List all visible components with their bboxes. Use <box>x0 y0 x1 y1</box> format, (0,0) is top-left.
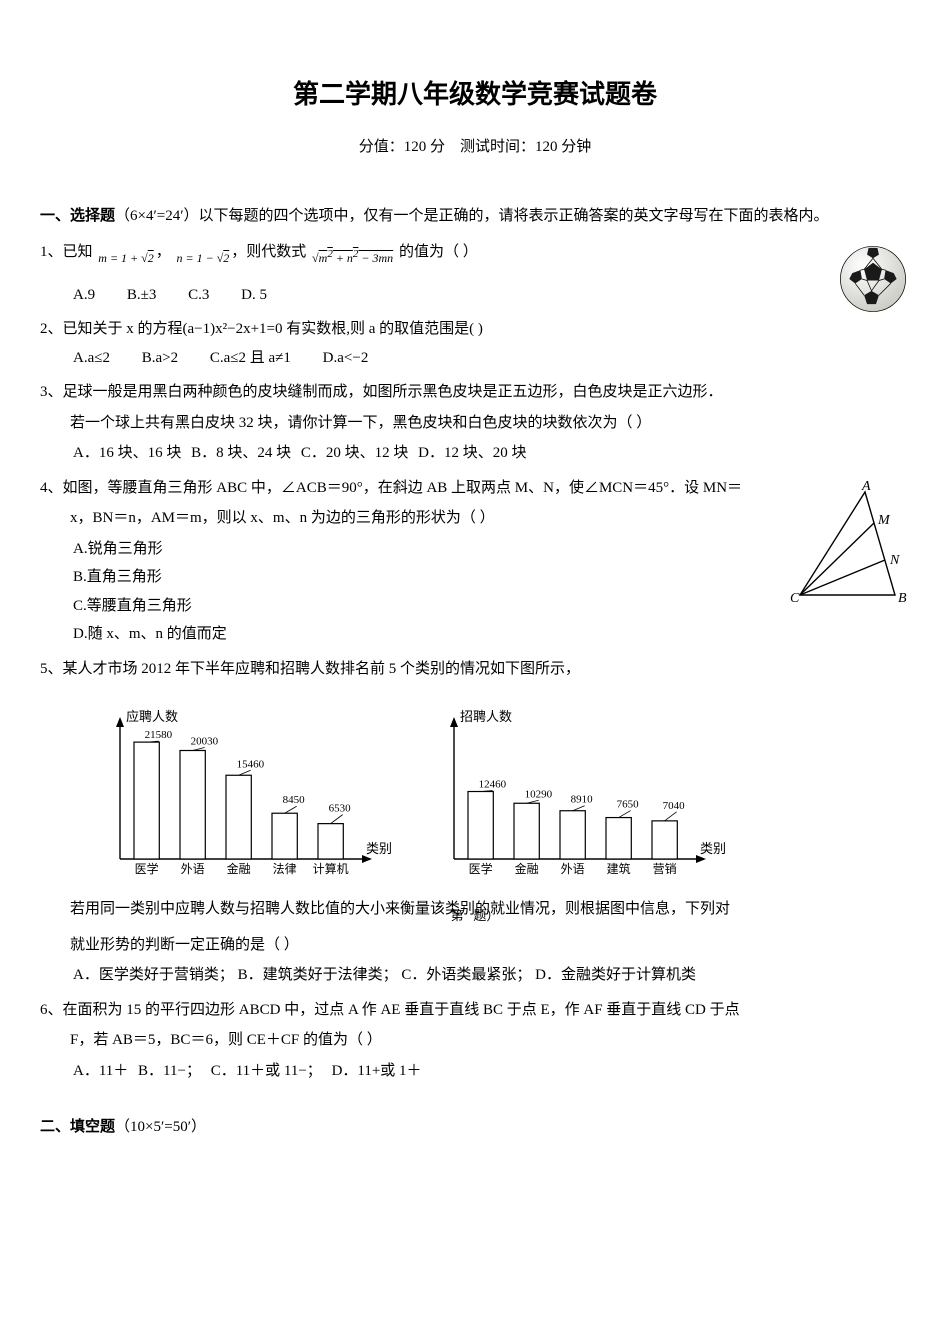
score-text: 分值：120 分 <box>359 139 445 155</box>
q1-number: 1、 <box>40 244 63 260</box>
svg-text:计算机: 计算机 <box>313 861 349 876</box>
q5-opt-d: D．金融类好于计算机类 <box>535 967 696 983</box>
svg-text:招聘人数: 招聘人数 <box>460 709 512 724</box>
q5-number: 5、 <box>40 661 63 677</box>
q2-number: 2、 <box>40 321 63 337</box>
svg-text:应聘人数: 应聘人数 <box>126 709 178 724</box>
q3-options: A．16 块、16 块 B．8 块、24 块 C．20 块、12 块 D．12 … <box>40 439 910 468</box>
q6-opt-c: C．11＋或 11−； <box>211 1057 322 1086</box>
q4-l2: x，BN＝n，AM＝m，则以 x、m、n 为边的三角形的形状为（ ） <box>40 504 910 533</box>
page-foot-a: 第 <box>451 908 464 923</box>
q1-n-expr: n = 1 − √2 <box>175 251 232 265</box>
section-1-note: （6×4′=24′）以下每题的四个选项中，仅有一个是正确的，请将表示正确答案的英… <box>115 208 829 224</box>
svg-text:12460: 12460 <box>478 779 506 791</box>
q5-l2-text: 若用同一类别中应聘人数与招聘人数比值的大小来衡量该类别的就业情况，则根据图中信息… <box>70 901 730 917</box>
svg-text:6530: 6530 <box>329 803 352 815</box>
q4-number: 4、 <box>40 480 63 496</box>
q4-opt-b: B.直角三角形 <box>73 563 475 592</box>
q3-opt-d: D．12 块、20 块 <box>418 439 526 468</box>
q2-options: A.a≤2 B.a>2 C.a≤2 且 a≠1 D.a<−2 <box>40 344 910 373</box>
question-1: 1、已知 m = 1 + √2， n = 1 − √2，则代数式 √m2 + n… <box>40 238 910 309</box>
q1-options: A.9 B.±3 C.3 D. 5 <box>40 281 910 310</box>
chart-applicants: 应聘人数类别 21580 医学 20030 外语 15460 金融 8450 法律 6530 计算机 <box>70 699 400 889</box>
charts-row: 应聘人数类别 21580 医学 20030 外语 15460 金融 8450 法律 6530 计算机… <box>70 699 910 889</box>
q2-opt-a: A.a≤2 <box>73 344 110 373</box>
svg-text:8910: 8910 <box>570 794 593 806</box>
section-1-title: 一、选择题 <box>40 207 115 224</box>
svg-text:7040: 7040 <box>662 800 685 812</box>
q4-opt-c: C.等腰直角三角形 <box>73 592 475 621</box>
svg-text:7650: 7650 <box>616 799 639 811</box>
q4-opt-a: A.锐角三角形 <box>73 535 475 564</box>
svg-text:法律: 法律 <box>273 862 297 876</box>
question-2: 2、已知关于 x 的方程(a−1)x²−2x+1=0 有实数根,则 a 的取值范… <box>40 315 910 372</box>
q1-pre: 已知 <box>63 244 93 260</box>
svg-text:医学: 医学 <box>468 861 492 876</box>
q1-opt-c: C.3 <box>188 281 209 310</box>
q2-stem: 已知关于 x 的方程(a−1)x²−2x+1=0 有实数根,则 a 的取值范围是… <box>63 321 483 337</box>
svg-text:金融: 金融 <box>514 861 538 876</box>
q5-options: A．医学类好于营销类； B．建筑类好于法律类； C．外语类最紧张； D．金融类好… <box>40 961 910 990</box>
svg-text:8450: 8450 <box>283 795 306 807</box>
q1-tail: 的值为（ ） <box>399 244 478 260</box>
q6-l2: F，若 AB＝5，BC＝6，则 CE＋CF 的值为（ ） <box>40 1026 910 1055</box>
q5-opt-c: C．外语类最紧张； <box>401 967 531 983</box>
q1-opt-b: B.±3 <box>127 281 157 310</box>
question-5-cont: 若用同一类别中应聘人数与招聘人数比值的大小来衡量该类别的就业情况，则根据图中信息… <box>40 895 910 989</box>
question-3: 3、足球一般是用黑白两种颜色的皮块缝制而成，如图所示黑色皮块是正五边形，白色皮块… <box>40 378 910 468</box>
q4-opt-d: D.随 x、m、n 的值而定 <box>73 620 475 649</box>
q1-opt-d: D. 5 <box>241 281 267 310</box>
q5-opt-a: A．医学类好于营销类； <box>73 967 234 983</box>
section-1-heading: 一、选择题（6×4′=24′）以下每题的四个选项中，仅有一个是正确的，请将表示正… <box>40 202 910 231</box>
q2-opt-d: D.a<−2 <box>323 344 369 373</box>
svg-text:15460: 15460 <box>237 759 265 771</box>
q1-sep1: ， <box>156 244 171 260</box>
q1-m-expr: m = 1 + √2 <box>96 251 155 265</box>
svg-text:外语: 外语 <box>560 862 584 876</box>
chart-recruiters: 招聘人数类别 12460 医学 10290 金融 8910 外语 7650 建筑 7040 营销 <box>404 699 734 889</box>
page-foot-b: 题） <box>473 908 499 923</box>
svg-text:金融: 金融 <box>227 861 251 876</box>
q4-l1: 如图，等腰直角三角形 ABC 中，∠ACB＝90°，在斜边 AB 上取两点 M、… <box>63 480 743 496</box>
section-2-note: （10×5′=50′） <box>115 1119 206 1135</box>
q5-opt-b: B．建筑类好于法律类； <box>238 967 398 983</box>
svg-text:20030: 20030 <box>191 736 219 748</box>
q1-root-expr: √m2 + n2 − 3mn <box>310 251 395 265</box>
q3-opt-c: C．20 块、12 块 <box>301 439 409 468</box>
svg-text:10290: 10290 <box>524 789 552 801</box>
q2-opt-b: B.a>2 <box>142 344 178 373</box>
q5-l3: 就业形势的判断一定正确的是（ ） <box>40 931 910 960</box>
q6-number: 6、 <box>40 1002 63 1018</box>
question-4: 4、如图，等腰直角三角形 ABC 中，∠ACB＝90°，在斜边 AB 上取两点 … <box>40 474 910 649</box>
q6-opt-a: A．11＋ <box>73 1057 128 1086</box>
q3-l2: 若一个球上共有黑白皮块 32 块，请你计算一下，黑色皮块和白色皮块的块数依次为（… <box>40 409 910 438</box>
section-2-title: 二、填空题 <box>40 1118 115 1135</box>
section-2-heading: 二、填空题（10×5′=50′） <box>40 1113 910 1142</box>
q1-mid: ，则代数式 <box>231 244 306 260</box>
svg-text:类别: 类别 <box>700 841 726 856</box>
q3-number: 3、 <box>40 384 63 400</box>
page-title: 第二学期八年级数学竞赛试题卷 <box>40 70 910 119</box>
q3-l1: 足球一般是用黑白两种颜色的皮块缝制而成，如图所示黑色皮块是正五边形，白色皮块是正… <box>63 384 723 400</box>
svg-text:类别: 类别 <box>366 841 392 856</box>
question-5: 5、某人才市场 2012 年下半年应聘和招聘人数排名前 5 个类别的情况如下图所… <box>40 655 910 684</box>
svg-text:21580: 21580 <box>145 729 173 741</box>
q6-l1: 在面积为 15 的平行四边形 ABCD 中，过点 A 作 AE 垂直于直线 BC… <box>63 1002 740 1018</box>
question-6: 6、在面积为 15 的平行四边形 ABCD 中，过点 A 作 AE 垂直于直线 … <box>40 996 910 1086</box>
q5-l1: 某人才市场 2012 年下半年应聘和招聘人数排名前 5 个类别的情况如下图所示， <box>63 661 581 677</box>
q1-opt-a: A.9 <box>73 281 95 310</box>
svg-text:外语: 外语 <box>181 862 205 876</box>
svg-text:建筑: 建筑 <box>606 861 630 876</box>
q6-opt-b: B．11−； <box>138 1057 201 1086</box>
svg-text:医学: 医学 <box>135 861 159 876</box>
q3-opt-b: B．8 块、24 块 <box>191 439 291 468</box>
subtitle: 分值：120 分 测试时间：120 分钟 <box>40 133 910 162</box>
q6-opt-d: D．11+或 1＋ <box>332 1057 422 1086</box>
q3-opt-a: A．16 块、16 块 <box>73 439 181 468</box>
q4-options: A.锐角三角形 B.直角三角形 C.等腰直角三角形 D.随 x、m、n 的值而定 <box>40 535 910 649</box>
q6-options: A．11＋ B．11−； C．11＋或 11−； D．11+或 1＋ <box>40 1057 910 1086</box>
time-text: 测试时间：120 分钟 <box>460 139 591 155</box>
svg-text:营销: 营销 <box>652 862 676 876</box>
q2-opt-c: C.a≤2 且 a≠1 <box>210 344 291 373</box>
